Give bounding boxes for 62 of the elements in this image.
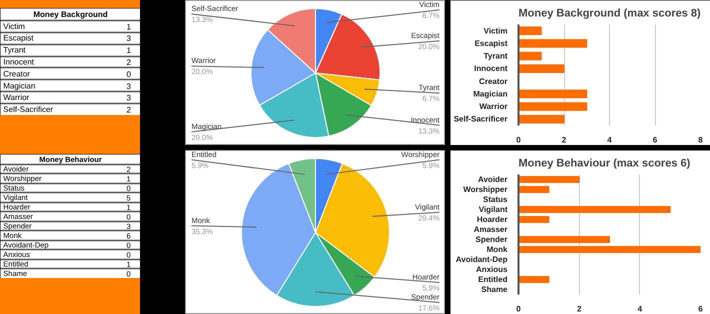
data-label: 3 [126,82,132,91]
data-label: 2 [126,106,132,115]
category-label: Innocent [3,58,35,66]
category-label: Magician [3,81,36,90]
bar [518,236,610,243]
x-tick-label: 2 [562,136,567,144]
y-tick-label: Hoarder [476,215,508,224]
y-tick-label: Status [483,195,508,204]
y-tick-label: Creator [479,76,508,86]
y-tick-label: Magician [473,89,508,98]
text: Money Background [33,10,108,19]
bar [518,246,700,253]
y-tick-label: Avoider [478,175,508,184]
x-tick-label: 4 [607,136,612,144]
bar [518,276,550,283]
category-label: Self-Sacrificer [3,105,54,114]
x-tick-label: 0 [516,136,522,144]
data-label: 1 [126,46,132,56]
x-tick-label: 6 [698,304,704,314]
data-label: 1 [126,22,132,32]
bar [518,216,550,223]
y-tick-label: Avoidant-Dep [456,255,508,264]
bar [518,102,588,111]
category-label: Escapist [3,34,34,43]
chart-title: Money Background (max scores 8) [518,8,702,20]
bar [518,186,550,193]
y-tick-label: Tyrant [484,52,508,61]
bar [518,114,564,124]
chart-title: Money Behaviour (max scores 6) [518,158,691,170]
y-tick-label: Amasser [474,225,508,234]
bar [518,206,671,213]
y-tick-label: Self-Sacrificer [454,114,508,124]
y-tick-label: Escapist [474,38,508,48]
bar [518,26,542,36]
y-tick-label: Victim [484,26,508,36]
bar [518,176,580,183]
y-tick-label: Warrior [479,102,508,112]
category-label: Warrior [3,93,30,102]
y-tick-label: Shame [481,285,508,294]
y-tick-label: Worshipper [463,185,508,194]
y-tick-label: Innocent [474,64,508,74]
x-tick-label: 6 [652,136,658,144]
bar [518,52,542,60]
data-label: 2 [126,58,132,67]
x-tick-label: 4 [638,304,643,314]
y-tick-label: Spender [475,235,508,244]
y-tick-label: Vigilant [478,205,508,214]
bar [518,64,564,73]
bar [518,39,588,48]
category-label: Creator [3,69,30,78]
y-tick-label: Entitled [478,275,508,284]
category-label: Tyrant [3,46,26,55]
bar [518,90,588,98]
x-tick-label: 2 [576,304,582,314]
x-tick-label: 0 [516,304,522,314]
y-tick-label: Anxious [476,265,508,274]
data-label: 3 [126,94,132,103]
category-label: Victim [3,22,26,31]
data-label: 3 [126,34,132,44]
y-tick-label: Monk [486,245,508,254]
x-tick-label: 8 [698,136,704,144]
data-label: 0 [126,70,132,79]
